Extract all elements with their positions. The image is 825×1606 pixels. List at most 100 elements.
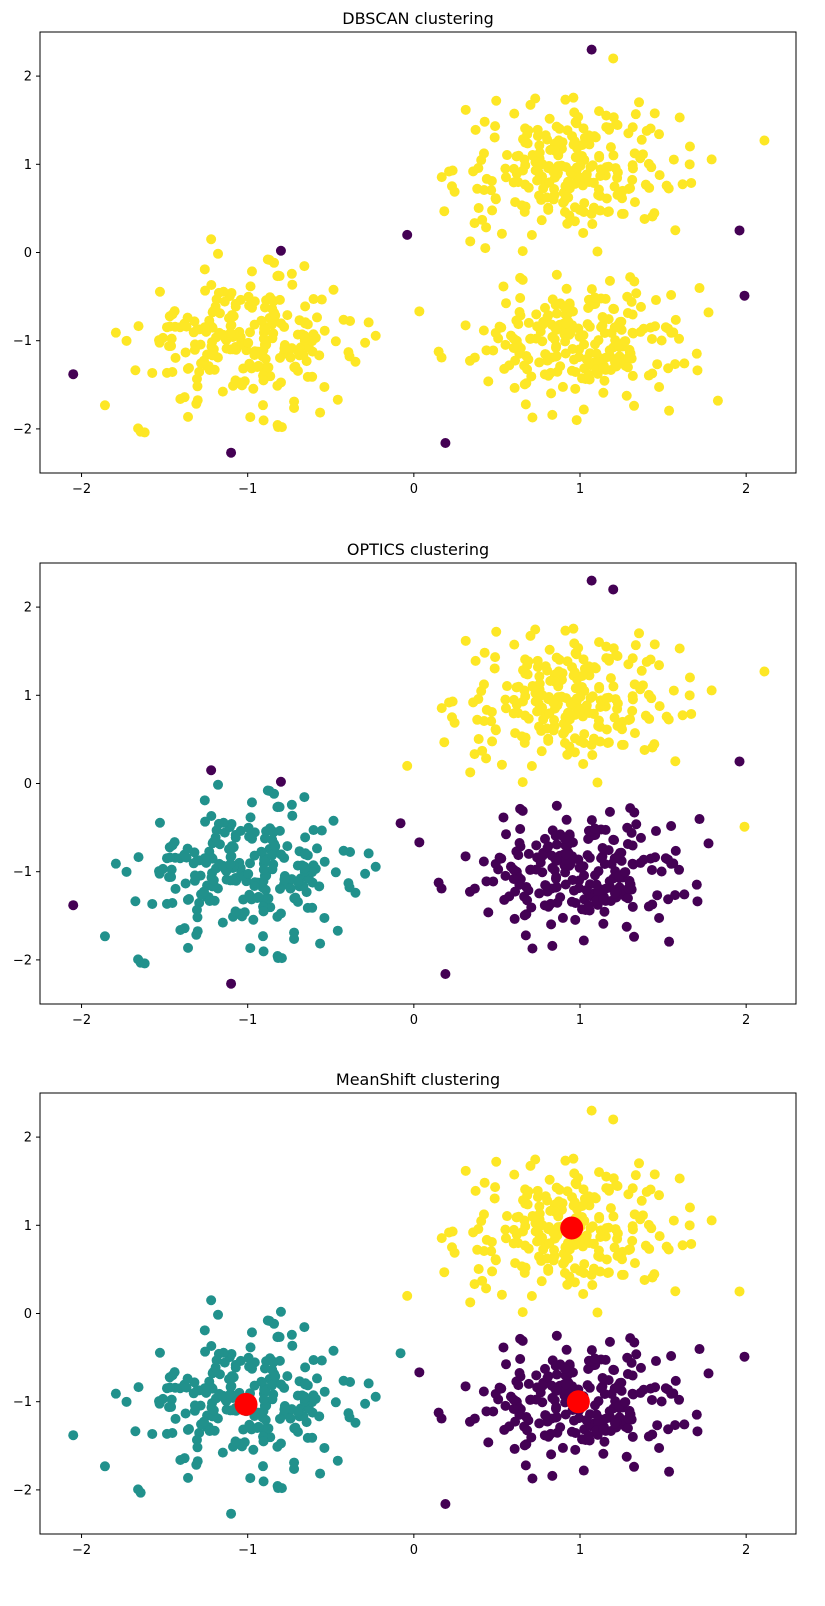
- data-point: [275, 776, 286, 787]
- data-point: [639, 1274, 650, 1285]
- data-point: [593, 335, 604, 346]
- data-point: [663, 183, 674, 194]
- data-point: [213, 1309, 224, 1320]
- data-point: [635, 857, 646, 868]
- data-point: [217, 917, 228, 928]
- x-tick-label: −2: [72, 482, 91, 497]
- data-point: [545, 676, 556, 687]
- data-point: [691, 1409, 702, 1420]
- y-tick-label: 1: [24, 689, 32, 704]
- data-point: [593, 886, 604, 897]
- data-point: [684, 690, 695, 701]
- data-point: [208, 1405, 219, 1416]
- data-point: [181, 321, 192, 332]
- data-point: [460, 104, 471, 115]
- data-point: [191, 1434, 202, 1445]
- data-point: [601, 1223, 612, 1234]
- data-point: [490, 121, 501, 132]
- data-point: [562, 749, 573, 760]
- data-point: [289, 402, 300, 413]
- data-point: [706, 685, 717, 696]
- data-point: [587, 1280, 598, 1291]
- data-point: [206, 1295, 217, 1306]
- data-point: [578, 654, 589, 665]
- data-point: [248, 914, 259, 925]
- data-point: [279, 874, 290, 885]
- data-point: [68, 900, 79, 911]
- data-point: [314, 350, 325, 361]
- data-point: [612, 1228, 623, 1239]
- data-point: [567, 343, 578, 354]
- data-point: [166, 333, 177, 344]
- data-point: [436, 172, 447, 183]
- data-point: [285, 1413, 296, 1424]
- data-point: [189, 1405, 200, 1416]
- data-point: [157, 863, 168, 874]
- data-point: [542, 134, 553, 145]
- data-point: [623, 1245, 634, 1256]
- data-point: [479, 1177, 490, 1188]
- data-point: [211, 1355, 222, 1366]
- data-point: [531, 1394, 542, 1405]
- data-point: [592, 246, 603, 257]
- data-point: [654, 381, 665, 392]
- data-point: [476, 686, 487, 697]
- data-point: [279, 1404, 290, 1415]
- data-point: [596, 322, 607, 333]
- data-point: [486, 716, 497, 727]
- data-point: [684, 672, 695, 683]
- data-point: [550, 342, 561, 353]
- data-point: [551, 800, 562, 811]
- data-point: [217, 860, 228, 871]
- data-point: [517, 1226, 528, 1237]
- data-point: [609, 1383, 620, 1394]
- data-point: [487, 1266, 498, 1277]
- data-point: [200, 1346, 211, 1357]
- data-point: [654, 1231, 665, 1242]
- data-point: [436, 703, 447, 714]
- data-point: [557, 1442, 568, 1453]
- data-point: [245, 281, 256, 292]
- data-point: [593, 355, 604, 366]
- data-point: [629, 197, 640, 208]
- data-point: [343, 878, 354, 889]
- data-point: [267, 1394, 278, 1405]
- data-point: [608, 1211, 619, 1222]
- data-point: [275, 1438, 286, 1449]
- data-point: [273, 1331, 284, 1342]
- data-point: [249, 850, 260, 861]
- data-point: [469, 1279, 480, 1290]
- data-point: [225, 859, 236, 870]
- data-point: [694, 283, 705, 294]
- data-point: [500, 172, 511, 183]
- data-point: [481, 876, 492, 887]
- data-point: [226, 1348, 237, 1359]
- data-point: [551, 1385, 562, 1396]
- data-point: [530, 696, 541, 707]
- data-point: [447, 1226, 458, 1237]
- data-point: [577, 139, 588, 150]
- data-point: [634, 628, 645, 639]
- y-tick-label: −2: [13, 1483, 32, 1498]
- data-point: [319, 325, 330, 336]
- data-point: [684, 141, 695, 152]
- data-point: [600, 1354, 611, 1365]
- data-point: [612, 698, 623, 709]
- data-point: [513, 1211, 524, 1222]
- data-point: [130, 896, 141, 907]
- data-point: [569, 1277, 580, 1288]
- data-point: [608, 1114, 619, 1125]
- data-point: [191, 398, 202, 409]
- data-point: [267, 1380, 278, 1391]
- data-point: [470, 124, 481, 135]
- data-point: [629, 1258, 640, 1269]
- data-point: [509, 108, 520, 119]
- data-point: [551, 1330, 562, 1341]
- data-point: [522, 895, 533, 906]
- data-point: [433, 877, 444, 888]
- data-point: [332, 394, 343, 405]
- data-point: [513, 319, 524, 330]
- data-point: [593, 715, 604, 726]
- data-point: [587, 1221, 598, 1232]
- data-point: [530, 165, 541, 176]
